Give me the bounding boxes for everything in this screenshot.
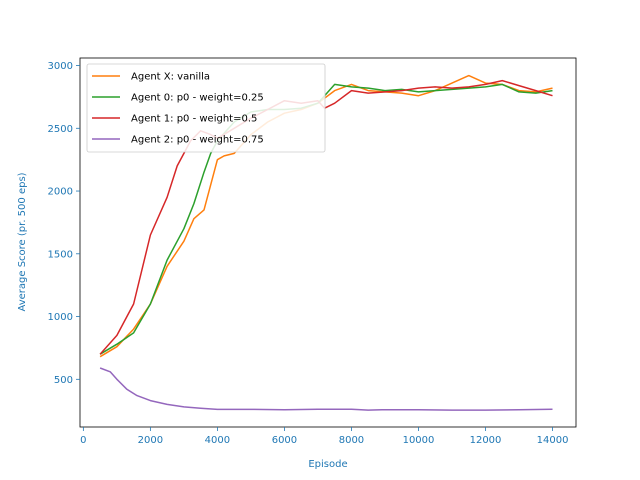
legend-label-3: Agent 2: p0 - weight=0.75 [131, 135, 264, 146]
x-tick-label: 2000 [138, 435, 163, 446]
x-ticks: 0 2000 4000 6000 8000 10000 12000 14000 [80, 427, 568, 446]
y-tick-label: 2500 [48, 124, 73, 135]
x-tick-label: 0 [80, 435, 86, 446]
y-tick-label: 500 [54, 375, 73, 386]
axes-frame [79, 57, 577, 428]
x-tick-label: 8000 [339, 435, 364, 446]
legend-entries: Agent X: vanilla Agent 0: p0 - weight=0.2… [92, 72, 264, 146]
y-tick-label: 2000 [48, 187, 73, 198]
legend-label-2: Agent 1: p0 - weight=0.5 [131, 114, 257, 125]
x-tick-label: 14000 [537, 435, 569, 446]
legend-label-0: Agent X: vanilla [131, 72, 210, 83]
y-tick-label: 1000 [48, 312, 73, 323]
series-line-3 [99, 367, 553, 411]
y-tick-label: 3000 [48, 61, 73, 72]
legend-label-1: Agent 0: p0 - weight=0.25 [131, 93, 264, 104]
x-tick-label: 6000 [272, 435, 297, 446]
x-axis-label: Episode [308, 459, 347, 470]
y-ticks: 500 1000 1500 2000 2500 3000 [48, 61, 80, 386]
x-tick-label: 12000 [470, 435, 502, 446]
legend: Agent X: vanilla Agent 0: p0 - weight=0.2… [86, 63, 326, 153]
legend-box [86, 63, 326, 153]
y-tick-label: 1500 [48, 249, 73, 260]
x-tick-label: 10000 [403, 435, 435, 446]
y-axis-label: Average Score (pr. 500 eps) [17, 172, 28, 311]
x-tick-label: 4000 [205, 435, 230, 446]
